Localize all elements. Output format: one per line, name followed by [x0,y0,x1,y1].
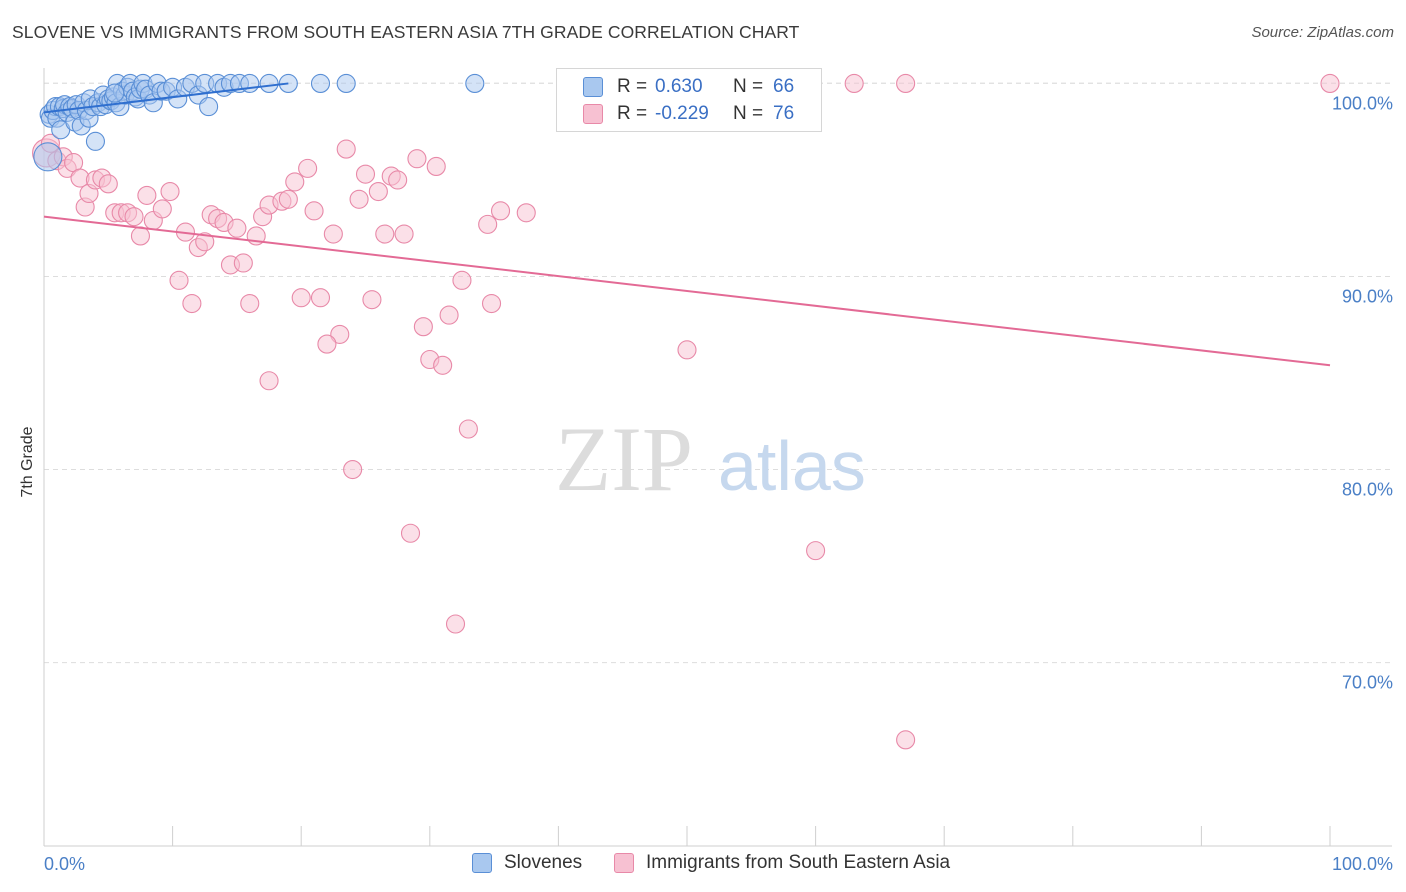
immigrant-point [195,232,215,252]
slovene-point [33,142,63,172]
correlation-legend: R = 0.630 N = 66 R = -0.229 N = 76 [556,68,822,132]
legend-n-label: N = [733,76,764,97]
immigrant-point [677,340,697,360]
immigrant-point [433,355,453,375]
y-tick-label: 70.0% [1342,673,1393,693]
legend-swatch-slovenes [583,77,603,97]
immigrant-point [445,614,466,634]
immigrant-point [844,73,864,93]
slovene-point [105,83,125,103]
immigrant-point [310,288,331,308]
legend-r-label: R = [617,76,648,97]
legend-swatch-immigrants [614,853,634,873]
immigrant-point [285,172,305,192]
legend-n-value: 66 [773,76,795,97]
tick-labels: 100.0% 90.0% 80.0% 70.0% 0.0% 100.0% [44,93,1393,874]
immigrant-point [137,185,157,205]
legend-swatch-immigrants [583,104,603,124]
immigrant-point [182,293,202,314]
legend-item-immigrants[interactable]: Immigrants from South Eastern Asia [614,852,950,874]
legend-r-value: -0.229 [655,103,709,124]
legend-n-value: 76 [773,103,795,124]
immigrant-point [400,523,421,543]
chart-title: SLOVENE VS IMMIGRANTS FROM SOUTH EASTERN… [12,22,800,42]
slovene-point [336,73,356,93]
immigrant-point [323,224,343,244]
immigrant-point [375,224,395,244]
legend-r-label: R = [617,103,648,124]
immigrant-point [98,174,118,194]
legend-swatch-slovenes [472,853,492,873]
x-tick-label: 0.0% [44,854,85,874]
watermark-atlas: atlas [718,427,866,505]
slovene-trend-line [43,82,289,114]
immigrant-point [343,459,363,480]
immigrant-point [490,201,511,221]
immigrant-trend-line [43,215,1331,367]
immigrant-point [124,207,144,227]
immigrant-point [516,203,536,223]
immigrant-point [1320,73,1340,93]
immigrant-point [355,164,376,184]
immigrant-point [394,224,414,244]
immigrant-point [278,189,298,209]
immigrant-point [407,149,427,169]
y-tick-label: 90.0% [1342,286,1393,306]
x-tick-label: 100.0% [1332,854,1393,874]
y-tick-label: 100.0% [1332,93,1393,113]
immigrant-point [330,324,350,344]
axes [43,68,1392,847]
slovene-point [85,131,105,151]
watermark: ZIP atlas [555,408,866,510]
immigrant-point [291,288,311,308]
immigrant-point [413,317,433,337]
legend-row-slovenes: R = 0.630 N = 66 [583,74,794,100]
slovene-point [259,73,279,93]
immigrant-point [452,270,472,290]
gridlines [44,82,1392,664]
immigrant-point [896,73,916,93]
watermark-zip: ZIP [555,408,693,510]
immigrant-point [298,158,318,178]
trend-lines [43,82,1331,367]
immigrant-point [896,730,916,750]
immigrant-point [336,139,356,159]
immigrant-point [458,419,478,439]
immigrant-point [152,199,172,219]
immigrant-point [439,305,459,325]
legend-label-slovenes: Slovenes [504,852,583,873]
immigrant-point [426,156,446,177]
legend-item-slovenes[interactable]: Slovenes [472,852,582,874]
immigrant-point [368,182,388,202]
immigrant-point [478,214,498,234]
immigrant-point [169,270,189,290]
immigrant-point [233,253,253,273]
immigrant-point [160,182,180,202]
immigrant-point [806,541,826,561]
legend-n-label: N = [733,103,764,124]
immigrant-point [130,226,150,246]
immigrant-point [227,218,247,238]
immigrant-point [317,334,337,354]
source-label: Source: ZipAtlas.com [1251,24,1394,41]
legend-label-immigrants: Immigrants from South Eastern Asia [646,852,951,873]
legend-row-immigrants: R = -0.229 N = 76 [583,101,794,127]
slovene-point [465,73,485,93]
immigrant-point [259,371,279,391]
series-legend: Slovenes Immigrants from South Eastern A… [0,852,1406,878]
immigrant-point [304,201,324,221]
immigrant-point [240,293,260,314]
immigrant-point [349,189,369,209]
legend-r-value: 0.630 [655,76,703,97]
slovene-point [310,73,331,93]
y-tick-label: 80.0% [1342,480,1393,500]
immigrant-point [481,293,502,314]
slovene-point [199,97,219,117]
immigrant-point [388,170,408,190]
immigrant-point [362,290,382,310]
